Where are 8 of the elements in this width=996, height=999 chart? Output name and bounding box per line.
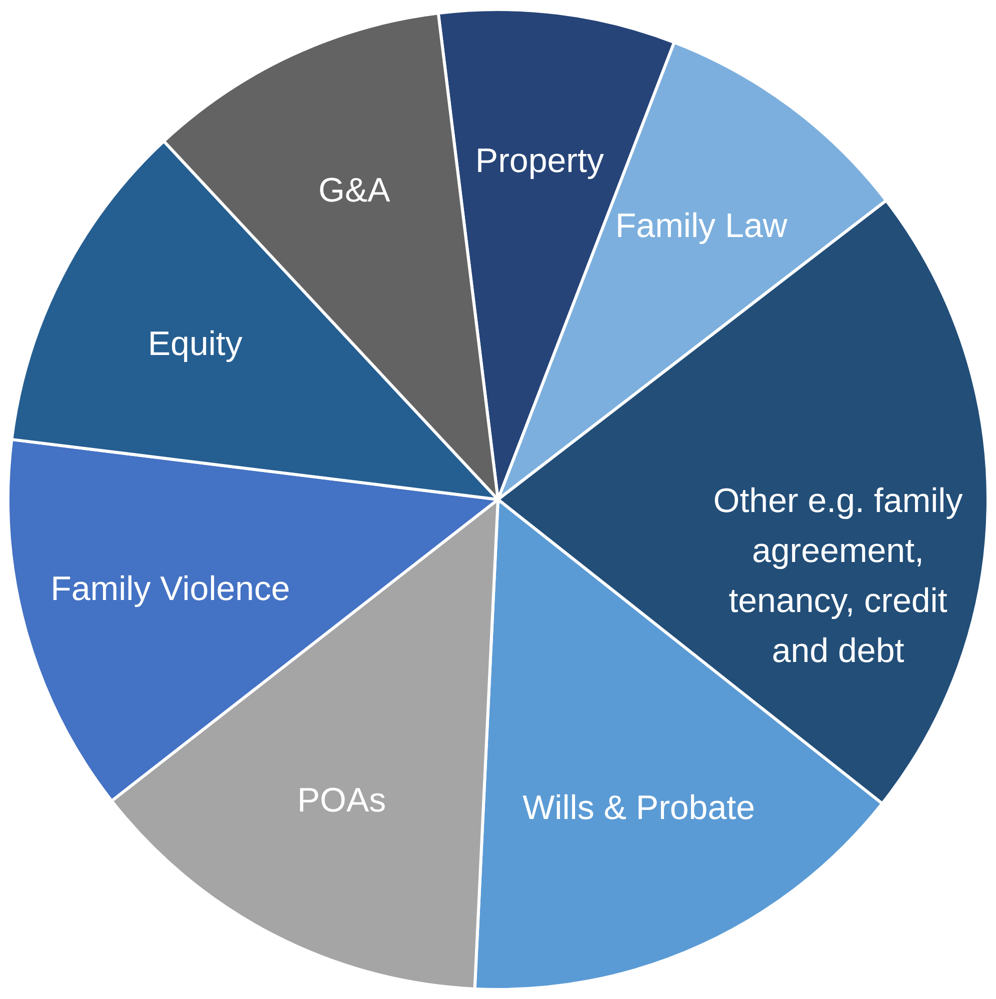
slice-label: G&A [318,171,391,210]
slice-label: Family Law [615,207,788,246]
slice-label: Property [475,142,604,180]
slice-label: Other e.g. family agreement, tenancy, credit and debt [713,482,963,670]
slice-label: Equity [148,325,242,364]
slice-label: Family Violence [50,570,290,608]
slice-label: Wills & Probate [522,788,755,827]
slice-label: POAs [297,781,386,820]
